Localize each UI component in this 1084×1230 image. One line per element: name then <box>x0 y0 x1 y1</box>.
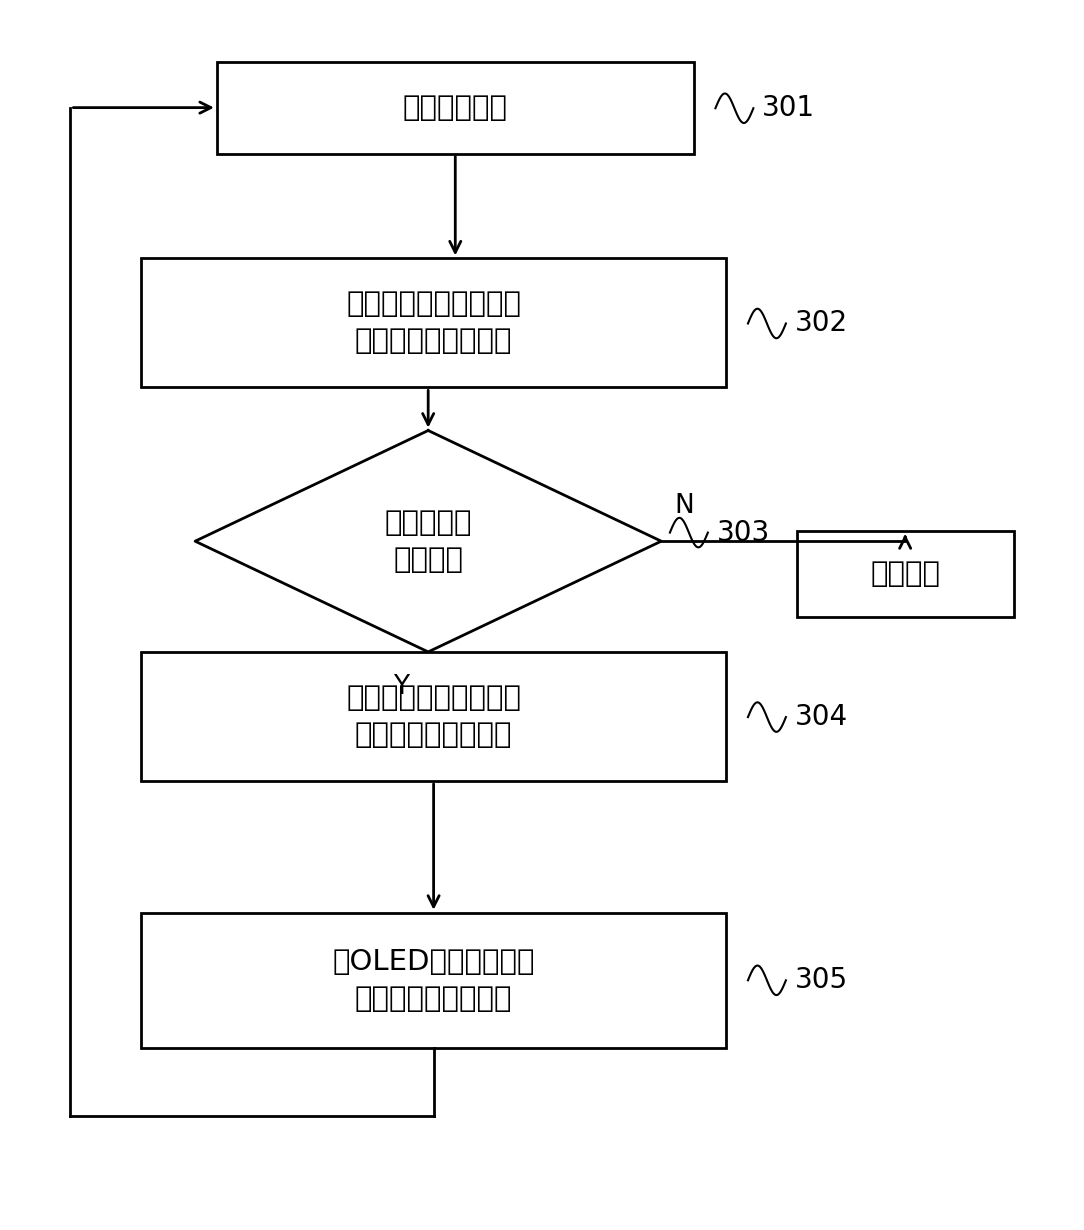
Text: 303: 303 <box>717 519 770 546</box>
Bar <box>141 652 726 781</box>
Text: 302: 302 <box>795 310 848 337</box>
Text: N: N <box>674 493 694 519</box>
Text: 确定阴极电压和目标电
压之间的偏差程度值: 确定阴极电压和目标电 压之间的偏差程度值 <box>346 290 521 355</box>
Bar <box>217 62 694 154</box>
Text: 301: 301 <box>762 95 815 122</box>
Text: 305: 305 <box>795 967 848 994</box>
Text: 304: 304 <box>795 704 848 731</box>
Text: 获取阴极电压: 获取阴极电压 <box>403 93 507 122</box>
Text: 结束处理: 结束处理 <box>870 561 940 588</box>
Bar <box>797 531 1014 617</box>
Text: 偏差程度值
大于阈值: 偏差程度值 大于阈值 <box>385 509 472 573</box>
Bar <box>141 258 726 387</box>
Text: Y: Y <box>393 674 409 700</box>
Bar <box>141 913 726 1048</box>
Text: 将OLED显示模组的输
入电压调整预设步长: 将OLED显示模组的输 入电压调整预设步长 <box>333 948 534 1012</box>
Text: 根据阴极电压和目标电
压的差值确定预设步: 根据阴极电压和目标电 压的差值确定预设步 <box>346 684 521 749</box>
